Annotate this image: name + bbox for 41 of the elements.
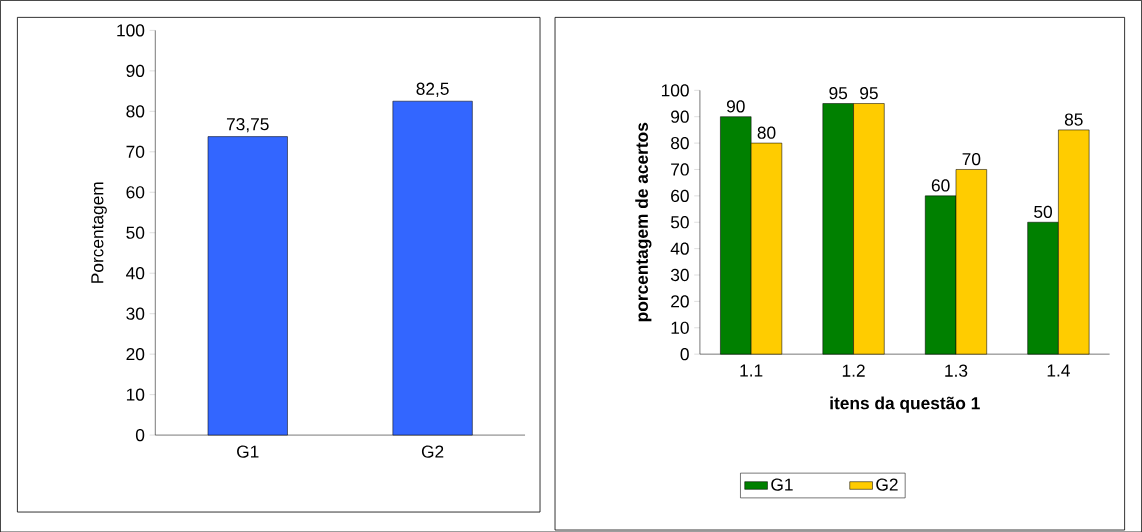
- data-label: 85: [1064, 113, 1083, 126]
- x-tick-label: 1.3: [945, 364, 968, 377]
- data-label: 82,5: [416, 82, 449, 97]
- data-label: 95: [860, 86, 878, 100]
- y-tick-label: 50: [126, 226, 145, 239]
- data-label: 80: [757, 126, 776, 139]
- legend-label: G2: [876, 478, 898, 491]
- y-axis-title: Porcentagem: [91, 182, 107, 283]
- x-tick-label: 1.4: [1047, 364, 1070, 377]
- y-tick-label: 100: [117, 24, 145, 37]
- y-tick-label: 0: [680, 347, 689, 361]
- data-label: 95: [829, 86, 848, 100]
- y-tick-label: 20: [671, 295, 689, 308]
- y-tick-label: 70: [126, 145, 145, 158]
- y-tick-label: 80: [671, 136, 689, 150]
- data-label: 73,75: [226, 117, 269, 133]
- data-label: 90: [726, 99, 745, 113]
- y-tick-label: 60: [126, 185, 145, 199]
- y-tick-label: 10: [126, 388, 145, 401]
- y-tick-label: 30: [126, 307, 145, 320]
- data-label: 70: [962, 152, 981, 166]
- y-tick-label: 60: [671, 189, 689, 202]
- legend-label: G1: [771, 478, 793, 491]
- x-tick-label: 1.2: [842, 364, 865, 377]
- y-tick-label: 20: [126, 347, 145, 361]
- y-tick-label: 40: [670, 242, 689, 255]
- data-label: 60: [931, 179, 950, 192]
- y-tick-label: 10: [671, 321, 689, 334]
- y-tick-label: 40: [126, 266, 145, 280]
- y-axis-title: porcentagem de acertos: [635, 122, 652, 321]
- y-tick-label: 0: [135, 428, 145, 442]
- y-tick-label: 100: [661, 84, 689, 97]
- y-tick-label: 90: [126, 64, 145, 77]
- y-tick-label: 80: [126, 104, 145, 118]
- y-tick-label: 90: [671, 110, 689, 123]
- y-tick-label: 30: [670, 268, 689, 281]
- x-tick-label: 1.1: [740, 364, 763, 377]
- data-label: 50: [1034, 205, 1052, 218]
- y-tick-label: 50: [670, 215, 689, 229]
- x-axis-title: itens da questão 1: [830, 396, 980, 413]
- y-tick-label: 70: [671, 163, 689, 176]
